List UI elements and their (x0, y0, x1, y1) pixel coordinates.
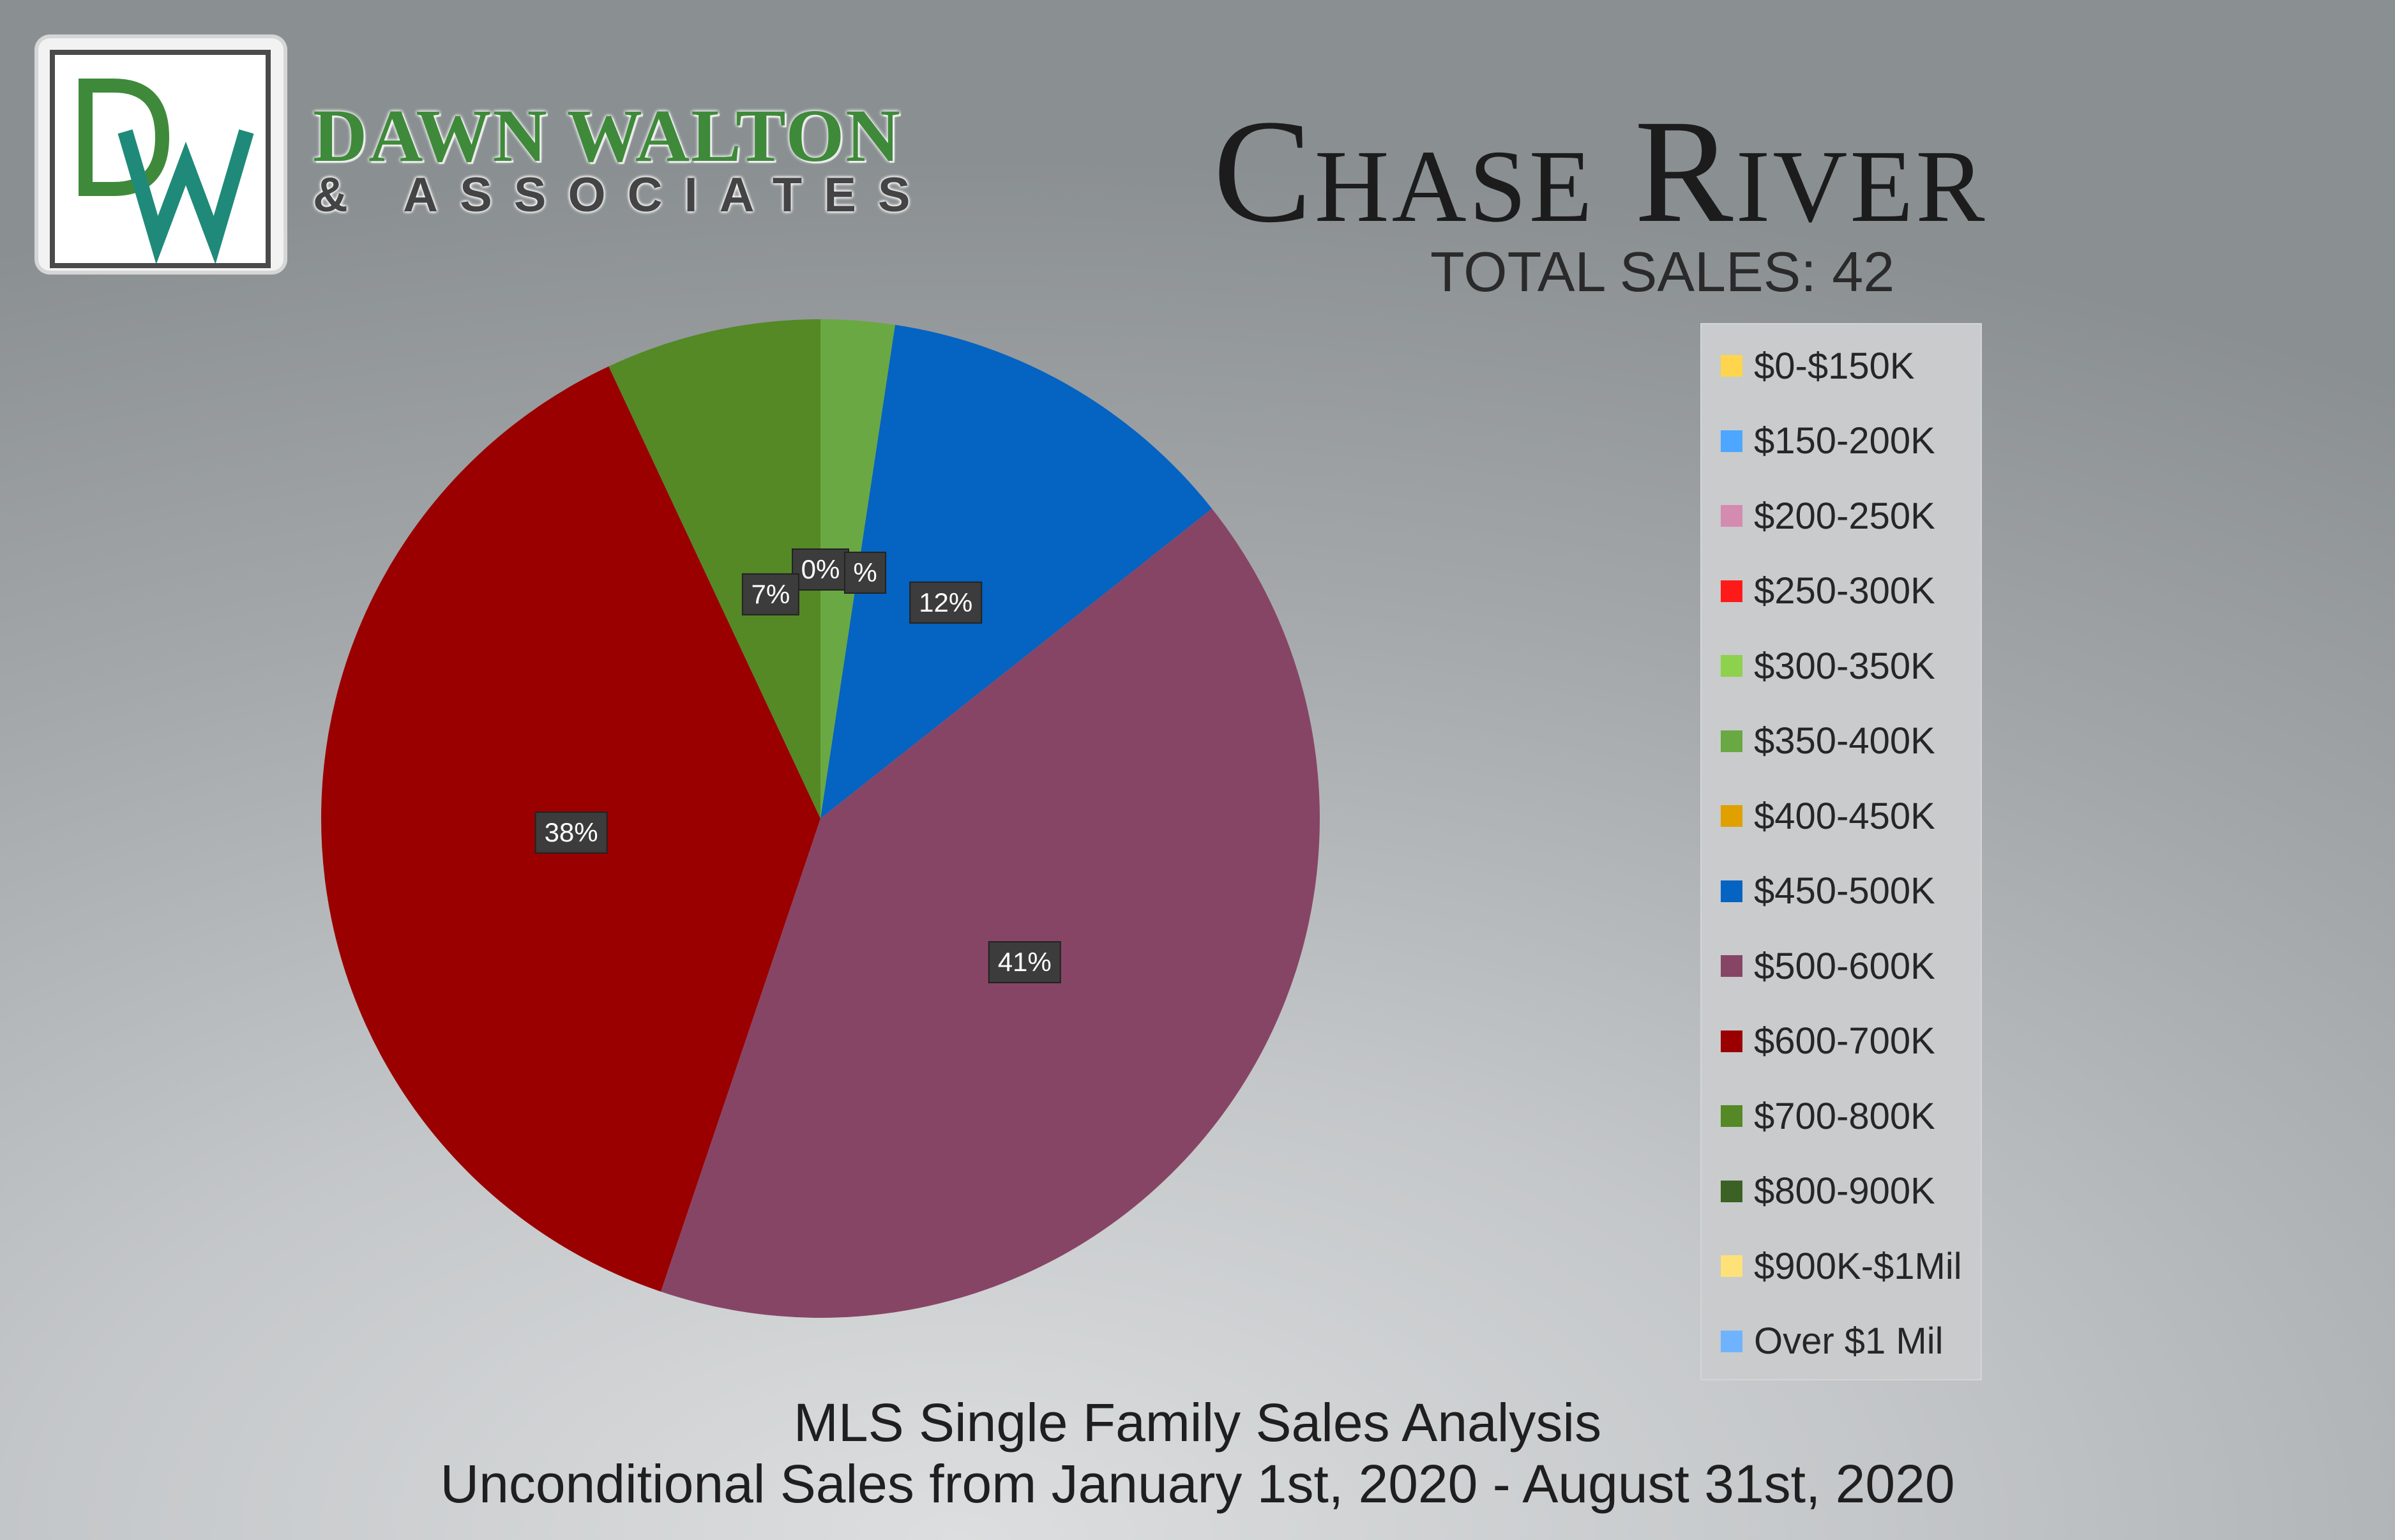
legend-swatch (1721, 1255, 1742, 1277)
legend-label: $0-$150K (1754, 345, 1915, 387)
legend-label: $800-900K (1754, 1170, 1935, 1212)
pie-slice (660, 508, 1320, 1318)
brand-subname: & ASSOCIATES (313, 168, 932, 222)
legend-label: $500-600K (1754, 945, 1935, 987)
svg-text:%: % (853, 557, 877, 587)
legend-swatch (1721, 430, 1742, 452)
legend-label: $150-200K (1754, 420, 1935, 462)
legend-swatch (1721, 805, 1742, 827)
legend-label: $450-500K (1754, 870, 1935, 912)
logo-box (38, 38, 283, 271)
legend-swatch (1721, 1180, 1742, 1202)
legend-item: $800-900K (1721, 1169, 1935, 1214)
svg-text:0%: 0% (801, 554, 840, 584)
legend-item: $300-350K (1721, 644, 1935, 688)
legend-item: $400-450K (1721, 794, 1935, 838)
pie-data-label: 38% (534, 812, 608, 854)
legend-label: $300-350K (1754, 645, 1935, 687)
svg-text:12%: 12% (919, 587, 972, 617)
legend-swatch (1721, 1330, 1742, 1352)
svg-text:7%: 7% (751, 579, 790, 609)
legend-label: $900K-$1Mil (1754, 1245, 1962, 1287)
legend-item: Over $1 Mil (1721, 1319, 1944, 1364)
legend-swatch (1721, 355, 1742, 377)
legend-swatch (1721, 580, 1742, 602)
legend-label: $350-400K (1754, 720, 1935, 762)
pie-slice (820, 324, 1213, 819)
svg-text:41%: 41% (998, 947, 1052, 977)
chart-title: Chase River (1213, 89, 1988, 253)
legend-item: $0-$150K (1721, 343, 1915, 388)
legend: $0-$150K $150-200K $200-250K $250-300K $300-… (1702, 324, 1981, 1379)
pie-data-label: 12% (909, 581, 983, 624)
pie-data-label: % (844, 552, 886, 594)
legend-swatch (1721, 505, 1742, 527)
legend-swatch (1721, 880, 1742, 902)
chart-subtitle: TOTAL SALES: 42 (1430, 240, 1895, 303)
legend-swatch (1721, 730, 1742, 752)
legend-item: $200-250K (1721, 494, 1935, 538)
legend-item: $350-400K (1721, 719, 1935, 764)
pie-data-label: 41% (988, 941, 1061, 984)
legend-item: $600-700K (1721, 1019, 1935, 1064)
footer-line2: Unconditional Sales from January 1st, 20… (440, 1454, 1955, 1514)
legend-item: $500-600K (1721, 944, 1935, 988)
legend-swatch (1721, 955, 1742, 977)
legend-label: $700-800K (1754, 1095, 1935, 1137)
legend-item: $450-500K (1721, 869, 1935, 914)
legend-item: $900K-$1Mil (1721, 1244, 1962, 1288)
legend-swatch (1721, 1030, 1742, 1052)
legend-label: $600-700K (1754, 1020, 1935, 1062)
logo-monogram (50, 50, 271, 268)
pie-slice (608, 319, 820, 819)
pie-data-label: 0% (792, 548, 849, 591)
footer-line1: MLS Single Family Sales Analysis (793, 1393, 1602, 1453)
legend-item: $250-300K (1721, 569, 1935, 614)
legend-label: $250-300K (1754, 570, 1935, 612)
legend-item: $700-800K (1721, 1094, 1935, 1138)
legend-item: $150-200K (1721, 419, 1935, 464)
legend-swatch (1721, 1105, 1742, 1127)
pie-data-label: 7% (741, 573, 799, 615)
svg-text:38%: 38% (545, 817, 598, 847)
brand-name: DAWN WALTON (313, 94, 902, 177)
legend-label: $400-450K (1754, 795, 1935, 837)
legend-label: $200-250K (1754, 495, 1935, 537)
legend-label: Over $1 Mil (1754, 1320, 1944, 1362)
legend-swatch (1721, 655, 1742, 677)
